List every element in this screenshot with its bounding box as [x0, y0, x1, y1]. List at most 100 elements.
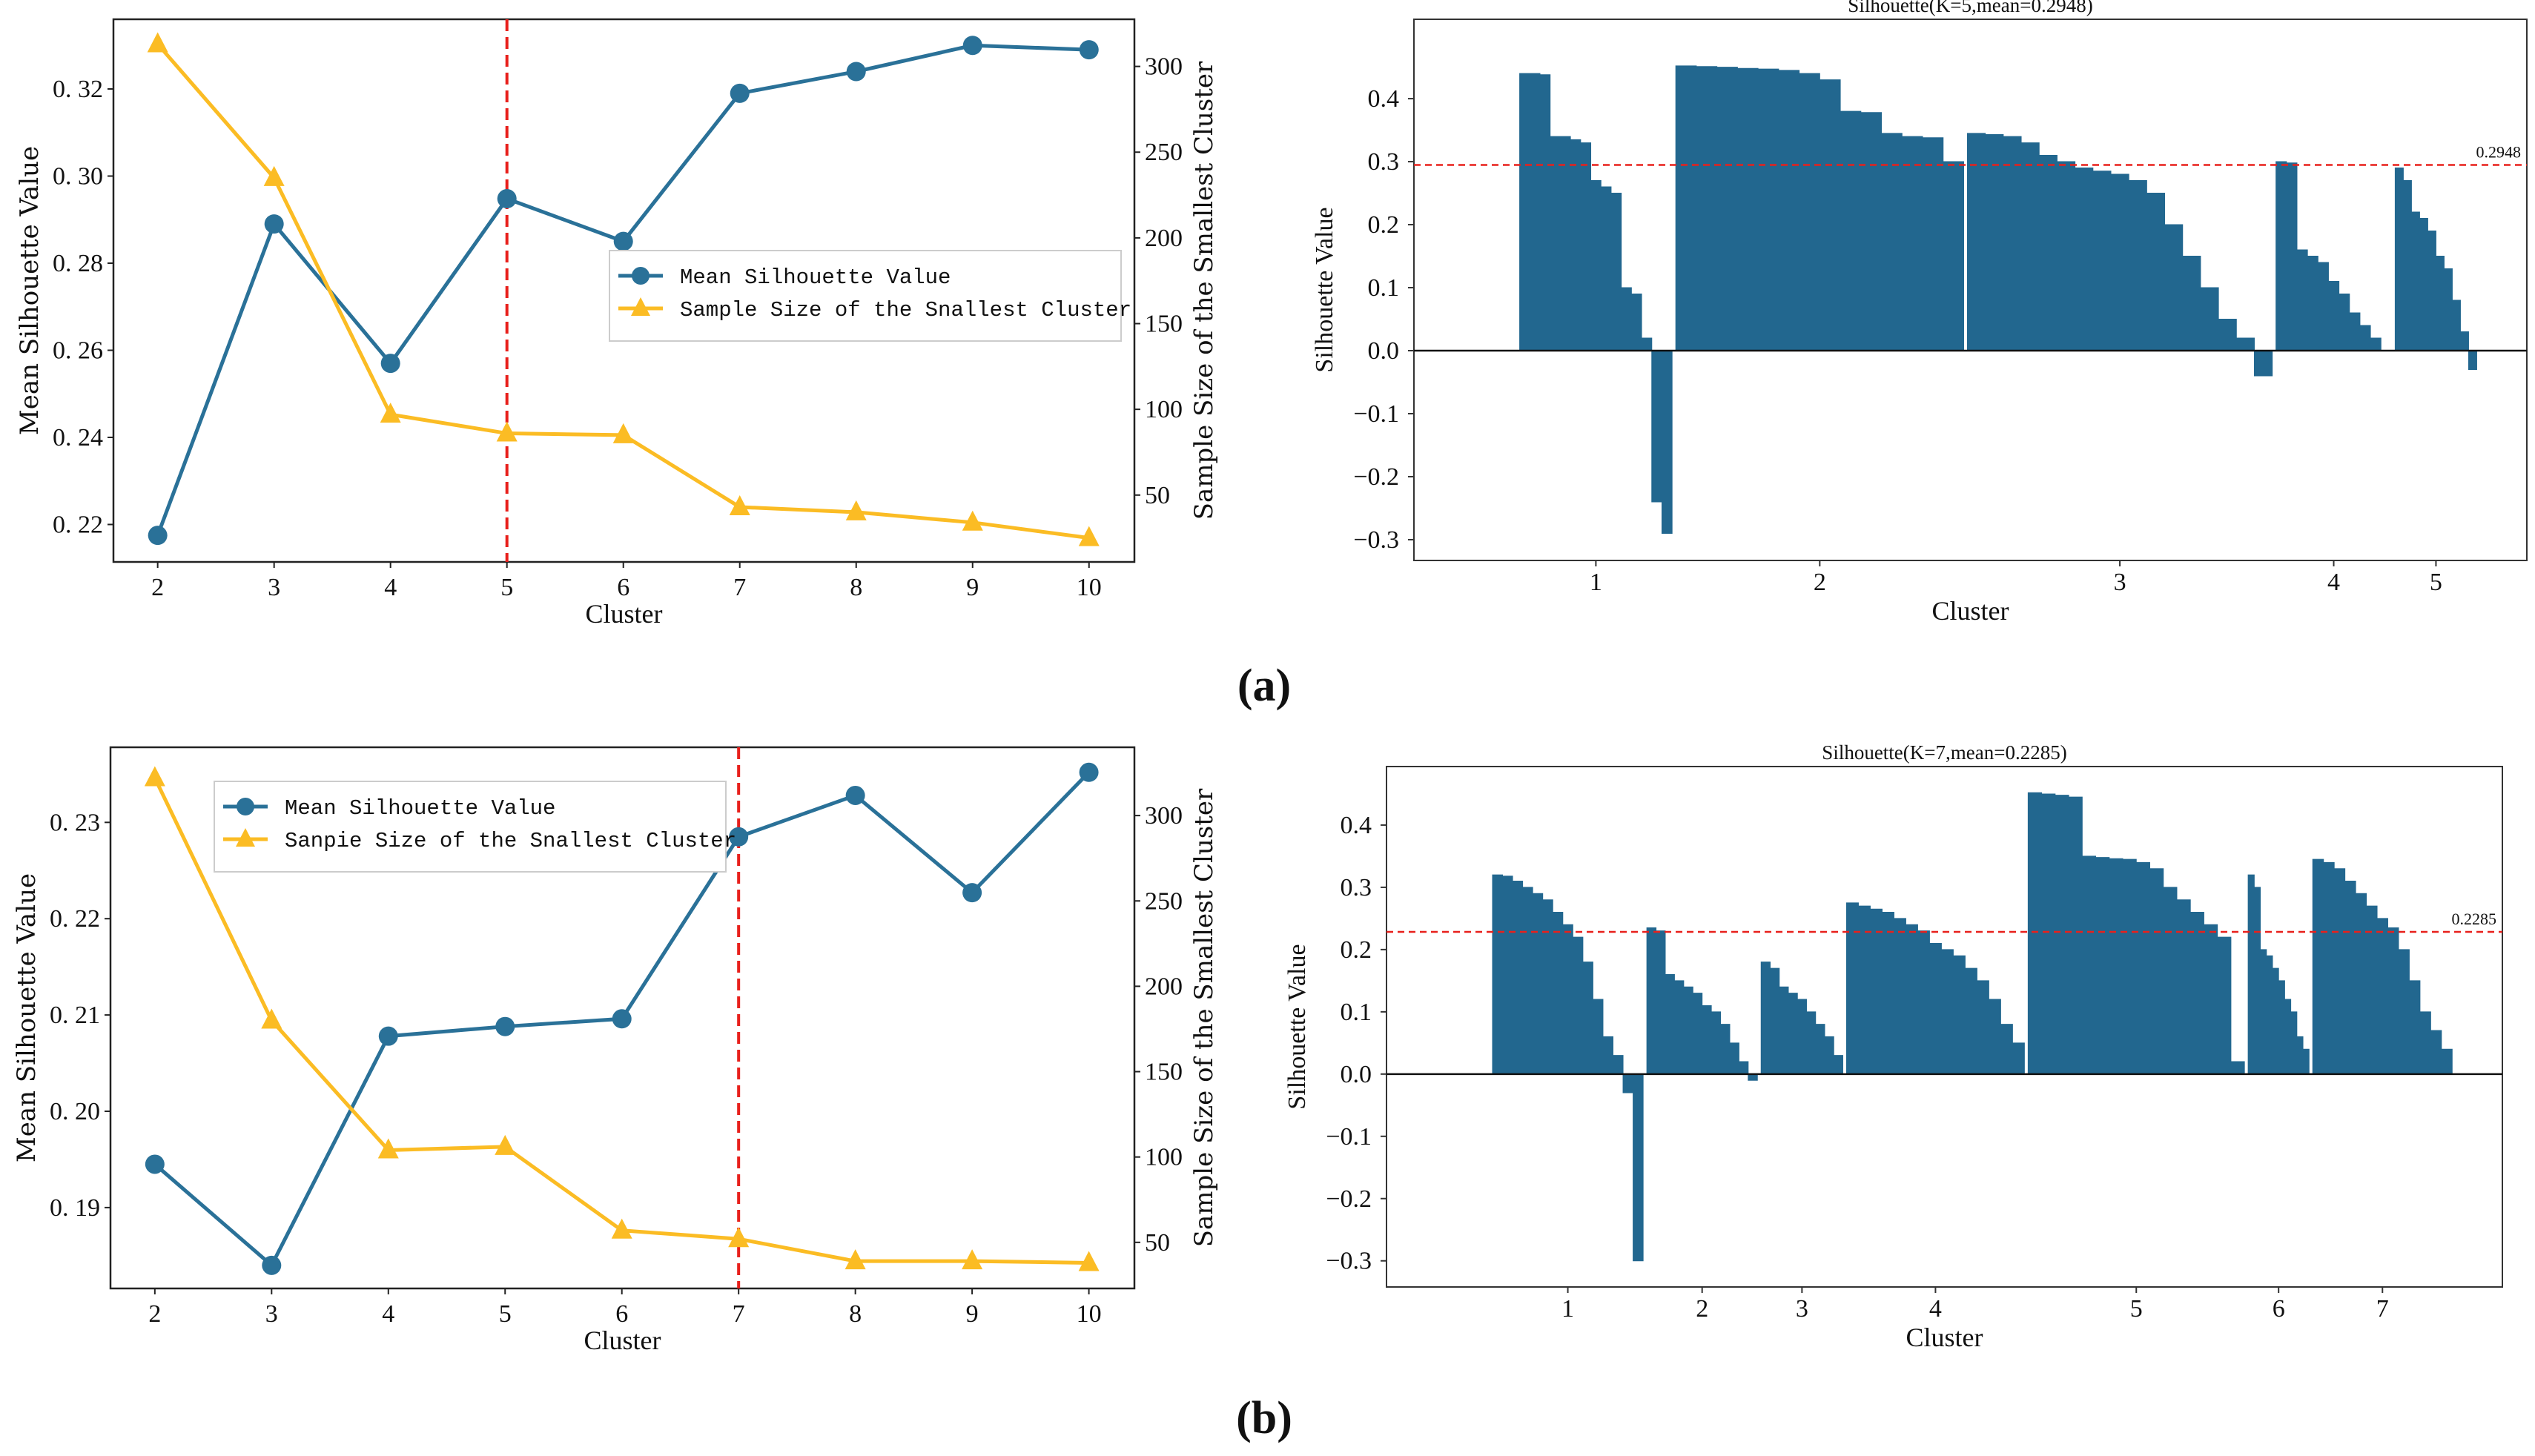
y-tick-label: 0.1	[1368, 274, 1400, 302]
y-tick-label: −0.2	[1353, 463, 1399, 491]
y2-tick-label: 300	[1145, 53, 1183, 81]
y2-tick-label: 50	[1145, 482, 1170, 509]
line-chart-a: 2 3 4 5 6 7 8 9 10 0. 22 0. 24 0. 26 0. 28 0. 30 0. 32…	[15, 18, 1219, 629]
data-point-mean-silhouette	[962, 36, 982, 56]
data-point-sample-size	[845, 1249, 866, 1270]
y2-tick-label: 250	[1145, 139, 1183, 166]
legend: Mean Silhouette Value Sanpie Size of the …	[214, 781, 736, 873]
y-tick-label: 0. 22	[53, 511, 103, 538]
silhouette-cluster-4	[1845, 902, 2025, 1075]
x-tick-label: 5	[2430, 569, 2442, 596]
x-tick-label: 2	[1814, 569, 1826, 596]
y-tick-label: 0.4	[1368, 85, 1400, 113]
panel-label-a: (a)	[1237, 661, 1291, 711]
data-point-mean-silhouette	[495, 1016, 515, 1036]
y-tick-label: −0.2	[1326, 1185, 1372, 1213]
y2-tick-label: 300	[1145, 802, 1183, 830]
x-tick-label: 9	[966, 1300, 979, 1328]
legend-entry: Sanpie Size of the Snallest Cluster	[285, 829, 736, 853]
data-point-sample-size	[729, 494, 750, 515]
y2-tick-label: 150	[1145, 1059, 1183, 1086]
data-point-mean-silhouette	[845, 785, 865, 805]
x-tick-label: 5	[500, 574, 513, 601]
data-point-sample-size	[962, 1249, 983, 1270]
x-tick-label: 4	[382, 1300, 394, 1328]
silhouette-cluster-1	[1519, 73, 1673, 534]
silhouette-chart-a: Silhouette(K=5,mean=0.2948) 1 2 3 4 5 0.2948 −0…	[1311, 0, 2528, 626]
chart-title: Silhouette(K=7,mean=0.2285)	[1822, 741, 2066, 764]
data-point-sample-size	[845, 500, 867, 520]
data-point-mean-silhouette	[262, 1255, 282, 1275]
y2-tick-label: 200	[1145, 225, 1183, 252]
data-point-sample-size	[1078, 526, 1100, 546]
y-tick-label: 0. 20	[50, 1098, 100, 1125]
legend-entry: Mean Silhouette Value	[680, 265, 951, 290]
data-point-sample-size	[380, 403, 401, 423]
y-tick-label: 0. 22	[50, 905, 100, 933]
x-tick-label: 3	[2114, 569, 2126, 596]
data-point-mean-silhouette	[962, 883, 982, 903]
y-tick-label: 0.4	[1341, 812, 1372, 839]
silhouette-cluster-2	[1675, 65, 1964, 351]
y-tick-label: −0.3	[1353, 526, 1399, 554]
data-point-sample-size	[1078, 1251, 1100, 1271]
x-tick-label: 10	[1077, 1300, 1102, 1328]
y-tick-label: 0.1	[1341, 999, 1372, 1026]
data-point-sample-size	[147, 32, 168, 53]
y2-tick-label: 250	[1145, 887, 1183, 915]
x-axis-label: Cluster	[584, 1326, 661, 1355]
y-axis-label: Silhouette Value	[1283, 944, 1311, 1109]
x-tick-label: 1	[1561, 1295, 1574, 1323]
x-tick-label: 7	[2376, 1295, 2389, 1323]
mean-label: 0.2948	[2476, 142, 2522, 161]
x-tick-label: 7	[733, 1300, 745, 1328]
x-tick-label: 1	[1590, 569, 1602, 596]
line-chart-b: 2 3 4 5 6 7 8 9 10 0. 19 0. 20 0. 21 0. 22 0. 23 50 100…	[12, 746, 1219, 1355]
silhouette-cluster-3	[1760, 962, 1843, 1075]
x-tick-label: 3	[1796, 1295, 1808, 1323]
legend-box	[214, 781, 727, 873]
y2-axis-label: Sample Size of the Smallest Cluster	[1189, 61, 1219, 520]
y-tick-label: −0.1	[1353, 400, 1399, 428]
y-tick-label: 0. 32	[53, 76, 103, 103]
data-point-mean-silhouette	[497, 189, 517, 209]
y2-tick-label: 100	[1145, 1144, 1183, 1171]
x-tick-label: 2	[1696, 1295, 1708, 1323]
data-point-sample-size	[495, 1134, 516, 1155]
silhouette-cluster-7	[2312, 858, 2453, 1075]
legend-circle-marker	[632, 267, 650, 285]
y-tick-label: 0. 23	[50, 809, 100, 836]
data-point-mean-silhouette	[612, 1009, 632, 1029]
x-tick-label: 7	[733, 574, 746, 601]
y-tick-label: 0. 28	[53, 250, 103, 277]
data-point-mean-silhouette	[846, 62, 866, 82]
data-point-sample-size	[962, 510, 983, 531]
silhouette-cluster-2	[1646, 927, 1758, 1081]
x-tick-label: 8	[849, 1300, 862, 1328]
data-point-mean-silhouette	[729, 827, 749, 847]
y-tick-label: 0.2	[1341, 936, 1372, 964]
y-tick-label: 0. 24	[53, 424, 103, 451]
data-point-mean-silhouette	[380, 354, 400, 374]
data-point-sample-size	[261, 1008, 282, 1029]
x-tick-label: 8	[850, 574, 862, 601]
silhouette-chart-b: Silhouette(K=7,mean=0.2285) 1 2 3 4 5 6 7 0.2285…	[1283, 741, 2503, 1352]
y2-tick-label: 50	[1145, 1229, 1170, 1257]
legend-triangle-marker	[631, 297, 650, 316]
y-tick-label: 0.3	[1341, 874, 1372, 901]
data-point-mean-silhouette	[378, 1026, 398, 1046]
data-point-mean-silhouette	[613, 231, 633, 251]
y-axis-label: Mean Silhouette Value	[12, 873, 42, 1162]
silhouette-cluster-5	[2027, 792, 2245, 1075]
panel-label-b: (b)	[1236, 1393, 1292, 1443]
data-point-sample-size	[263, 165, 285, 186]
data-point-mean-silhouette	[264, 214, 284, 234]
x-tick-label: 5	[2130, 1295, 2143, 1323]
data-point-mean-silhouette	[145, 1154, 165, 1174]
x-tick-label: 9	[966, 574, 979, 601]
y2-axis-label: Sample Size of the Smallest Cluster	[1189, 788, 1219, 1247]
y2-tick-label: 200	[1145, 973, 1183, 1000]
y-tick-label: 0. 21	[50, 1002, 100, 1029]
y-tick-label: 0. 30	[53, 162, 103, 190]
